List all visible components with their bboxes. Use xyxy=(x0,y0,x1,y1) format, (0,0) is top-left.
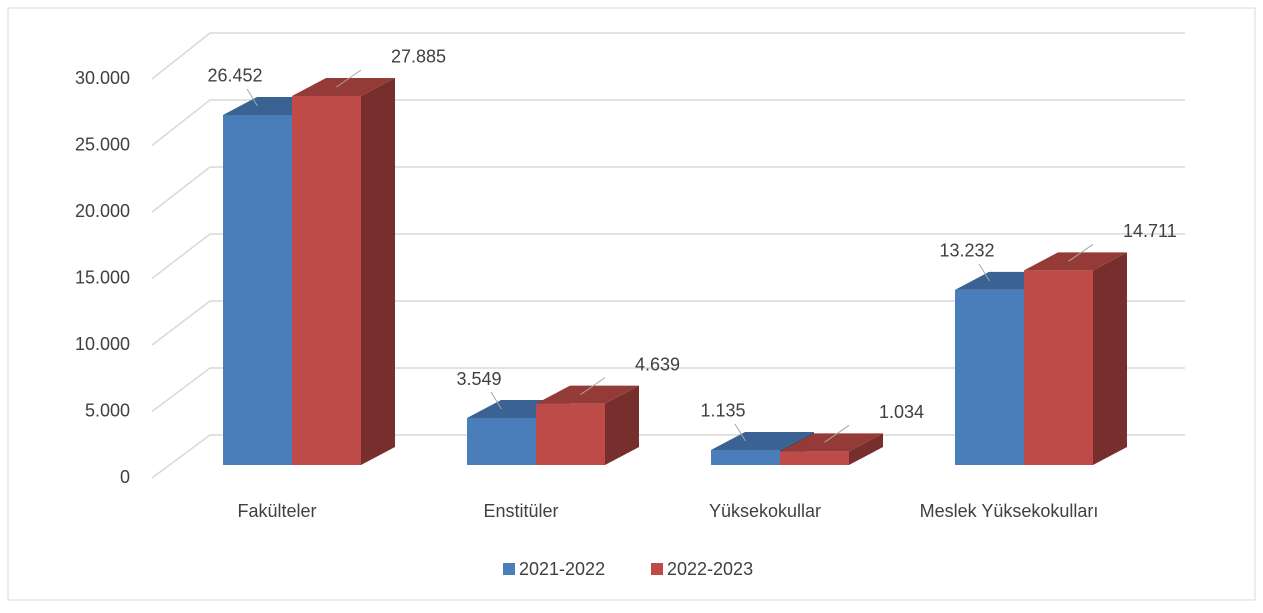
legend-swatch xyxy=(651,563,663,575)
x-tick-label: Fakülteler xyxy=(237,501,316,521)
y-tick-label: 25.000 xyxy=(75,134,130,154)
x-tick-label: Enstitüler xyxy=(483,501,558,521)
bar-front xyxy=(711,449,780,465)
x-tick-label: Yüksekokullar xyxy=(709,501,821,521)
y-tick-label: 5.000 xyxy=(85,400,130,420)
legend-label: 2021-2022 xyxy=(519,559,605,579)
leader-line xyxy=(978,263,990,282)
legend-swatch xyxy=(503,563,515,575)
bar-top xyxy=(292,77,395,96)
bar-side xyxy=(1093,252,1127,465)
grid-line xyxy=(151,367,211,413)
bar-front xyxy=(536,403,605,465)
y-tick-label: 30.000 xyxy=(75,68,130,88)
leader-line xyxy=(734,423,746,442)
leader-line xyxy=(490,391,502,410)
legend-label: 2022-2023 xyxy=(667,559,753,579)
data-label: 1.034 xyxy=(879,402,924,422)
bar-top xyxy=(536,385,639,404)
grid-line xyxy=(151,32,211,80)
x-tick-label: Meslek Yüksekokulları xyxy=(920,501,1099,521)
leader-line xyxy=(1068,243,1094,262)
leader-line xyxy=(336,69,362,88)
grid-line xyxy=(151,99,211,147)
leader-line xyxy=(246,88,258,107)
bar xyxy=(536,385,639,465)
bar-front xyxy=(1024,270,1093,465)
bar-side xyxy=(849,433,883,465)
leader-line xyxy=(824,424,850,443)
data-label: 26.452 xyxy=(207,66,262,86)
bar-top xyxy=(780,433,883,452)
data-label: 4.639 xyxy=(635,354,680,374)
data-label: 3.549 xyxy=(456,369,501,389)
bar-side xyxy=(361,77,395,466)
bar-front xyxy=(223,114,292,465)
data-label: 1.135 xyxy=(700,401,745,421)
bar-top xyxy=(711,431,814,450)
data-label: 14.711 xyxy=(1123,221,1177,241)
data-label: 13.232 xyxy=(939,241,994,261)
data-label: 27.885 xyxy=(391,47,446,67)
y-tick-label: 15.000 xyxy=(75,267,130,287)
bar-front xyxy=(780,451,849,465)
grid-line xyxy=(151,233,211,280)
y-tick-label: 10.000 xyxy=(75,334,130,354)
bar-side xyxy=(605,385,639,465)
leader-line xyxy=(580,377,606,396)
bar-front xyxy=(292,95,361,466)
bar xyxy=(292,77,395,466)
bar-top xyxy=(1024,252,1127,271)
y-tick-label: 0 xyxy=(120,467,130,487)
bar-front xyxy=(955,289,1024,465)
bar xyxy=(1024,252,1127,465)
grid-line xyxy=(151,166,211,213)
grid-line xyxy=(151,434,211,479)
bar-front xyxy=(467,418,536,465)
bar xyxy=(780,433,883,465)
y-tick-label: 20.000 xyxy=(75,201,130,221)
grid-line xyxy=(151,300,211,346)
